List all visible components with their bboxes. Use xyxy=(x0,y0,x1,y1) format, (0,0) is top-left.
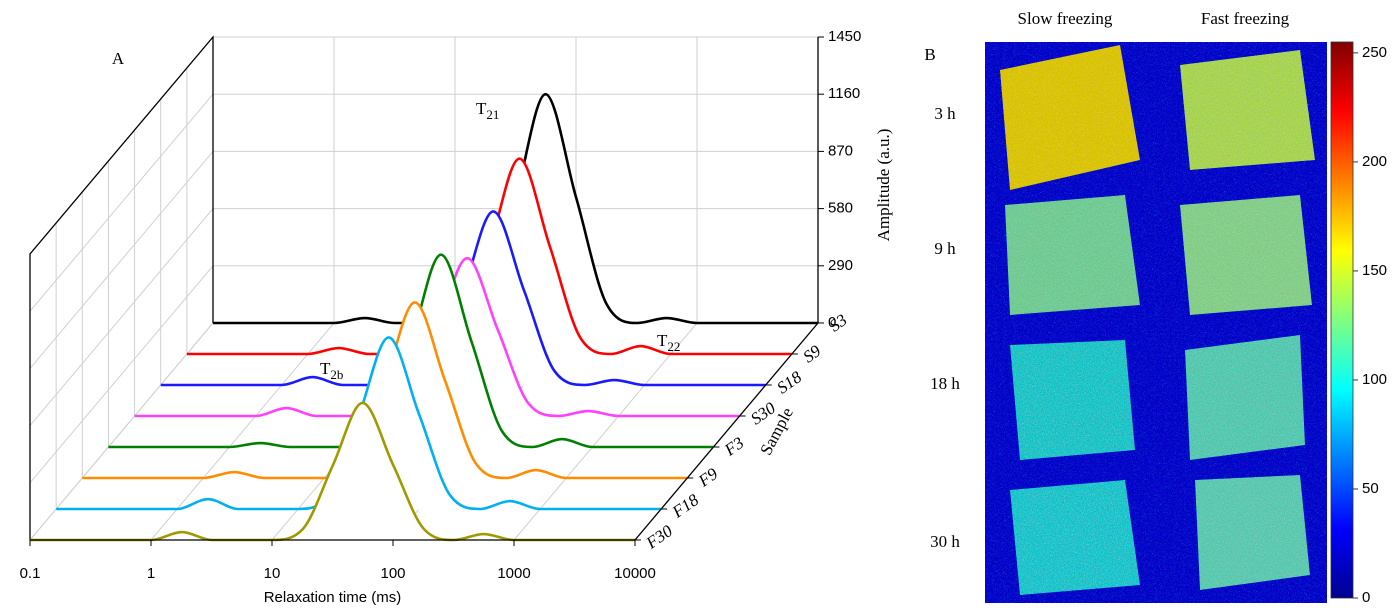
sample-slice xyxy=(1000,45,1140,190)
y-tick-label: 0 xyxy=(828,314,836,331)
sample-slice xyxy=(1180,50,1315,170)
x-tick-label: 1000 xyxy=(497,565,530,582)
side-grid-line xyxy=(29,265,214,484)
x-tick-label: 1 xyxy=(147,565,155,582)
row-label: 9 h xyxy=(934,239,956,258)
x-axis-label: Relaxation time (ms) xyxy=(264,589,402,606)
sample-slice xyxy=(1195,475,1310,590)
sample-slice xyxy=(1010,340,1135,460)
side-grid-line xyxy=(29,322,214,541)
annotation-symbol: T xyxy=(320,359,331,378)
sample-slice xyxy=(1005,195,1140,315)
row-label: 30 h xyxy=(930,532,960,551)
column-label: Fast freezing xyxy=(1201,9,1290,28)
annotation: T21 xyxy=(476,99,499,122)
annotation-symbol: T xyxy=(476,99,487,118)
side-grid-line xyxy=(29,93,214,312)
colorbar-tick-label: 0 xyxy=(1362,589,1370,606)
sample-slice xyxy=(1180,195,1312,315)
x-tick-label: 0.1 xyxy=(20,565,41,582)
annotation: T22 xyxy=(657,331,680,354)
annotation: T2b xyxy=(320,359,343,382)
colorbar-tick-label: 150 xyxy=(1362,262,1387,279)
depth-label: F9 xyxy=(694,464,722,491)
floor-grid-line xyxy=(150,322,335,541)
annotation-symbol: T xyxy=(657,331,668,350)
side-grid-line xyxy=(29,151,214,369)
colorbar-tick-label: 250 xyxy=(1362,44,1387,61)
panel-b: B Slow freezing Fast freezing 3 h 9 h 18 h 30 … xyxy=(924,9,1387,606)
depth-label: S9 xyxy=(799,341,824,367)
mri-image xyxy=(985,42,1327,603)
x-tick-label: 100 xyxy=(380,565,405,582)
y-tick-label: 290 xyxy=(828,257,853,274)
colorbar-tick-label: 200 xyxy=(1362,153,1387,170)
depth-label: F3 xyxy=(720,433,747,460)
annotation-subscript: 21 xyxy=(486,107,499,122)
y-tick-label: 580 xyxy=(828,200,853,217)
sample-slice xyxy=(1185,335,1305,460)
y-tick-label: 870 xyxy=(828,142,853,159)
panel-label: A xyxy=(112,49,125,68)
y-axis-label: Amplitude (a.u.) xyxy=(874,129,893,242)
colorbar-tick-label: 50 xyxy=(1362,480,1379,497)
annotation-subscript: 2b xyxy=(330,367,343,382)
y-tick-label: 1450 xyxy=(828,28,861,45)
sample-slice xyxy=(1010,480,1140,595)
row-label: 18 h xyxy=(930,374,960,393)
depth-label: S18 xyxy=(773,367,805,397)
annotation-subscript: 22 xyxy=(667,339,680,354)
occluder xyxy=(30,402,635,541)
column-label: Slow freezing xyxy=(1018,9,1113,28)
floor-grid-line xyxy=(513,322,698,541)
panel-label: B xyxy=(924,45,935,64)
y-tick-label: 1160 xyxy=(828,85,860,102)
colorbar-tick-label: 100 xyxy=(1362,371,1387,388)
side-grid-line xyxy=(29,208,214,426)
z-axis xyxy=(634,322,819,541)
x-tick-label: 10000 xyxy=(614,565,656,582)
row-label: 3 h xyxy=(934,104,956,123)
axis-frame xyxy=(29,35,214,540)
colorbar xyxy=(1330,41,1354,599)
x-tick-label: 10 xyxy=(264,565,281,582)
